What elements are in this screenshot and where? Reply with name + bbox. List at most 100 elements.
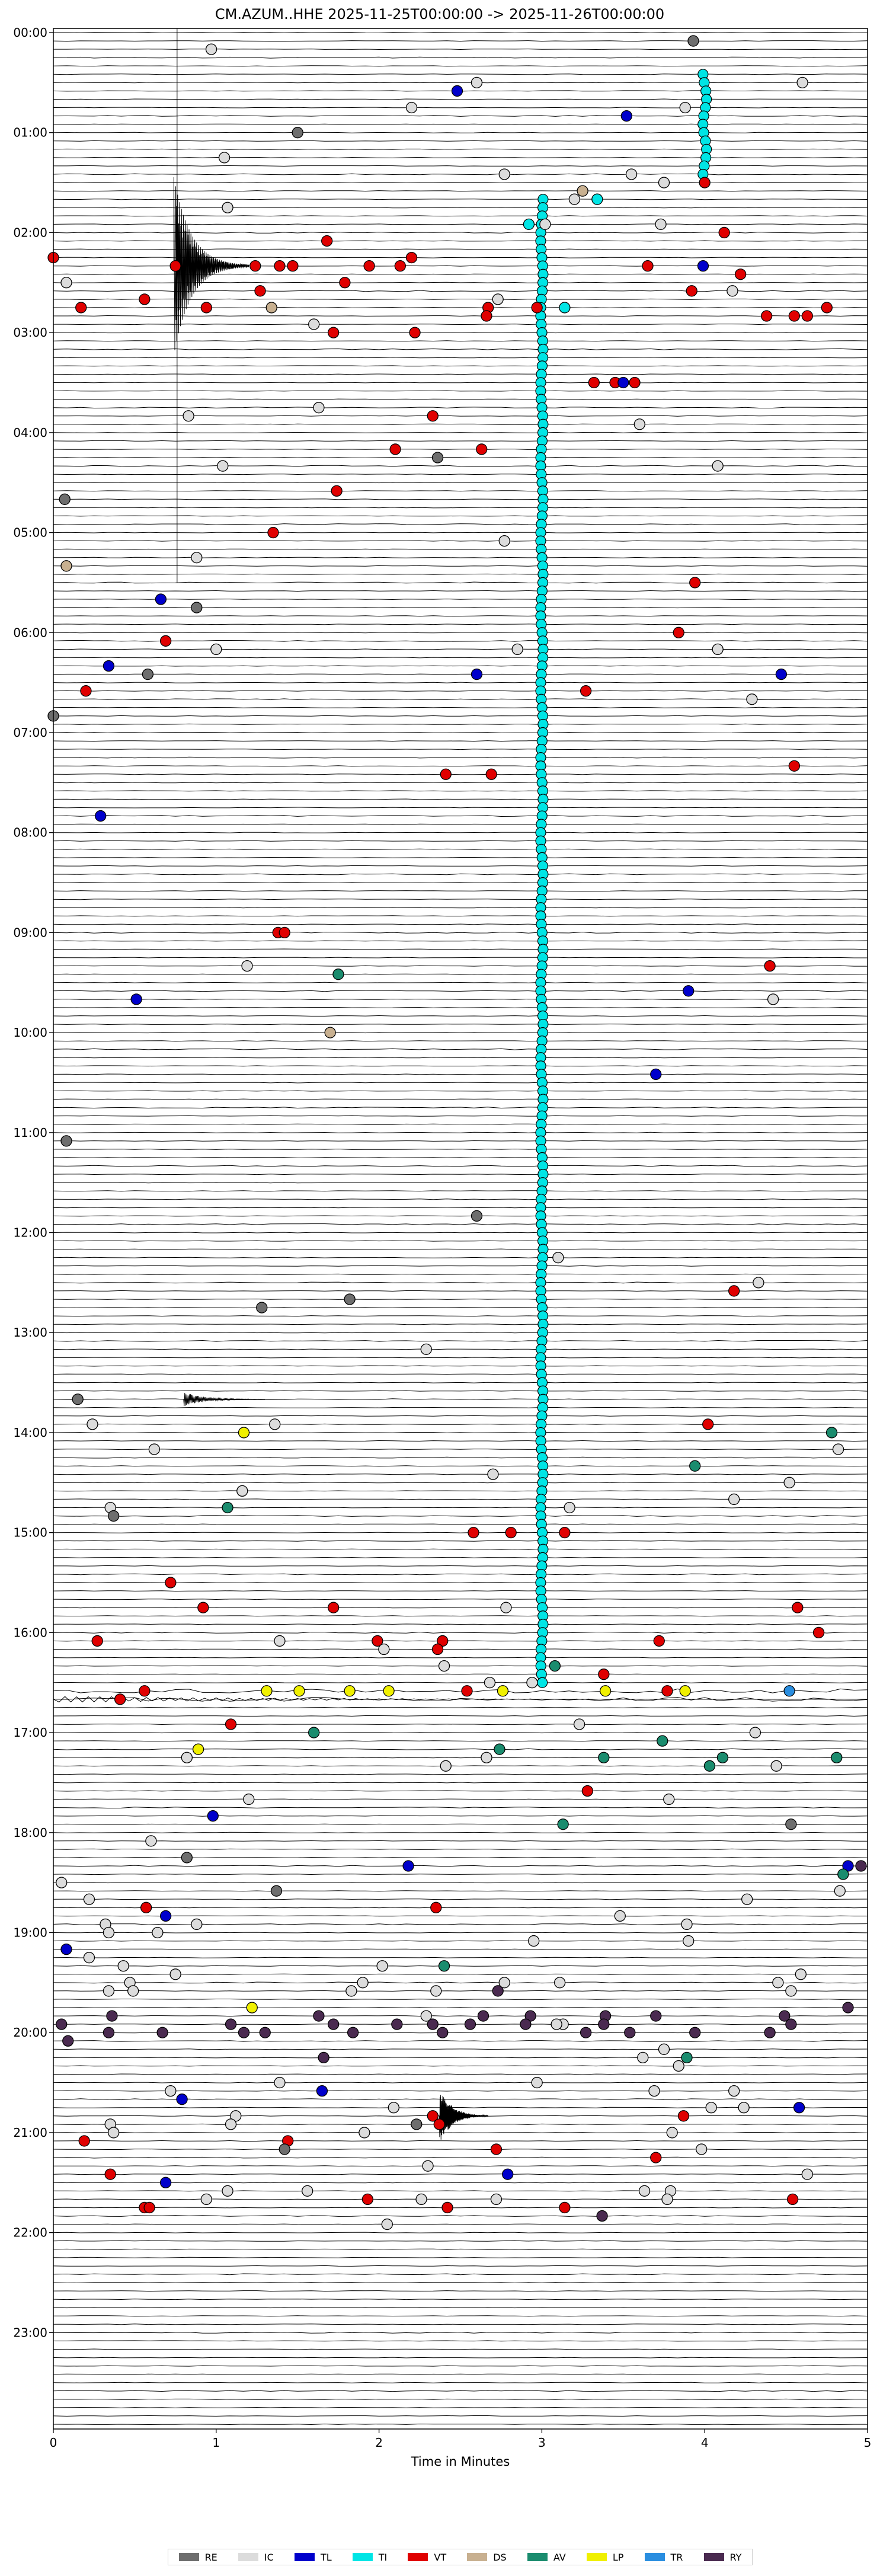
trace-line — [53, 498, 868, 500]
event-marker-IC — [492, 293, 504, 305]
trace-line — [53, 2040, 868, 2042]
trace-line — [53, 156, 868, 158]
event-marker-RE — [687, 35, 699, 47]
trace-line — [53, 1748, 868, 1750]
trace-line — [53, 948, 868, 950]
event-marker-IC — [712, 643, 724, 656]
legend-label: TI — [378, 2551, 388, 2563]
event-marker-IC — [359, 2127, 370, 2139]
y-tick-label: 06:00 — [13, 625, 47, 640]
event-marker-RE — [191, 602, 203, 613]
event-marker-VT — [760, 310, 773, 322]
event-marker-VT — [394, 260, 406, 272]
seismogram-waveform — [53, 1696, 868, 1703]
trace-line — [53, 749, 868, 750]
event-marker-VT — [372, 1635, 383, 1647]
trace-line — [53, 1990, 868, 1992]
event-marker-VT — [274, 260, 286, 272]
event-marker-VT — [505, 1527, 517, 1539]
trace-line — [53, 832, 868, 833]
trace-line — [53, 1573, 868, 1575]
trace-lines — [53, 31, 868, 2425]
trace-line — [53, 382, 868, 383]
x-tick-label: 0 — [50, 2436, 57, 2450]
y-tick-label: 12:00 — [13, 1226, 47, 1240]
event-marker-IC — [658, 177, 670, 188]
legend-label: VT — [434, 2551, 447, 2563]
trace-line — [53, 315, 868, 317]
y-tick-label: 10:00 — [13, 1025, 47, 1040]
event-marker-DS — [60, 560, 72, 572]
event-marker-TL — [683, 985, 695, 997]
trace-line — [53, 2149, 868, 2150]
trace-line — [53, 2390, 868, 2392]
trace-line — [53, 440, 868, 442]
event-marker-RE — [72, 1394, 84, 1405]
trace-line — [53, 740, 868, 742]
event-marker-AV — [689, 1460, 701, 1472]
event-marker-RE — [292, 127, 303, 139]
trace-line — [53, 1223, 868, 1225]
trace-line — [53, 1532, 868, 1533]
event-marker-IC — [568, 193, 581, 205]
trace-line — [53, 115, 868, 117]
legend-swatch — [527, 2553, 548, 2561]
trace-line — [53, 2082, 868, 2083]
trace-line — [53, 2057, 868, 2059]
event-marker-VT — [225, 1718, 237, 1730]
trace-line — [53, 640, 868, 642]
legend-swatch — [352, 2553, 373, 2561]
event-marker-RY — [347, 2027, 359, 2038]
event-marker-VT — [788, 310, 800, 322]
event-marker-IC — [127, 1985, 139, 1997]
trace-line — [53, 82, 868, 84]
event-marker-RY — [779, 2010, 791, 2022]
event-marker-IC — [490, 2193, 503, 2206]
y-tick-label: 21:00 — [13, 2126, 47, 2140]
event-marker-TL — [502, 2168, 514, 2180]
trace-line — [53, 1324, 868, 1325]
trace-line — [53, 407, 868, 409]
event-marker-IC — [83, 1893, 95, 1905]
y-ticks: 00:00 01:00 02:00 03:00 04:00 05:00 06:00 07:00… — [13, 25, 53, 2340]
event-marker-IC — [801, 2168, 813, 2180]
y-tick-label: 09:00 — [13, 925, 47, 939]
event-marker-TL — [402, 1860, 414, 1872]
event-marker-IC — [274, 2076, 286, 2089]
trace-line — [53, 2223, 868, 2225]
event-marker-IC — [430, 1985, 442, 1997]
event-marker-RY — [520, 2018, 532, 2030]
event-marker-TL — [316, 2085, 328, 2097]
event-marker-TL — [60, 1943, 72, 1955]
trace-line — [53, 1773, 868, 1775]
event-marker-RY — [598, 2018, 610, 2030]
event-marker-VT — [409, 327, 421, 338]
trace-line — [53, 1207, 868, 1209]
trace-line — [53, 856, 868, 858]
event-marker-VT — [114, 1693, 126, 1705]
event-marker-RY — [391, 2018, 403, 2030]
trace-line — [53, 1357, 868, 1359]
event-marker-IC — [564, 1501, 575, 1514]
trace-line — [53, 1907, 868, 1909]
event-marker-LP — [599, 1685, 612, 1697]
trace-line — [53, 1557, 868, 1558]
event-marker-IC — [471, 76, 483, 89]
event-marker-VT — [143, 2201, 155, 2214]
event-marker-VT — [468, 1527, 479, 1539]
event-marker-RE — [108, 1510, 120, 1522]
trace-line — [53, 1290, 868, 1292]
event-marker-RY — [785, 2018, 797, 2030]
trace-line — [53, 815, 868, 817]
event-marker-TL — [207, 1810, 219, 1822]
event-marker-AV — [703, 1760, 716, 1772]
y-tick-label: 14:00 — [13, 1426, 47, 1440]
trace-line — [53, 1373, 868, 1375]
event-marker-VT — [728, 1285, 740, 1297]
legend-swatch — [294, 2553, 315, 2561]
event-marker-IC — [422, 2160, 434, 2172]
trace-line — [53, 1340, 868, 1342]
seismogram-burst — [173, 177, 249, 350]
trace-line — [53, 624, 868, 625]
event-marker-VT — [427, 410, 439, 422]
